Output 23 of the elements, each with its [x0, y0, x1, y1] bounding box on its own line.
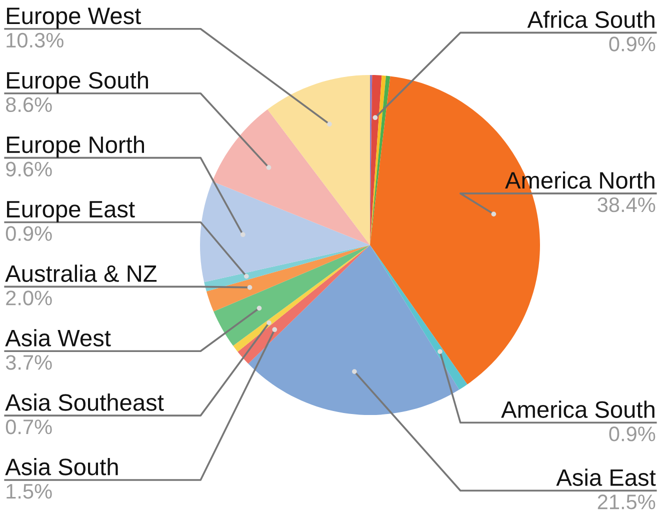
data-label: 2.0% [6, 290, 52, 306]
data-label: 0.9% [609, 426, 656, 442]
data-label: 0.9% [609, 36, 656, 52]
data-label: 1.5% [6, 484, 52, 499]
data-label: 10.3% [6, 32, 64, 48]
data-label: 0.7% [6, 420, 52, 434]
slice-label: Asia West [5, 329, 111, 346]
data-label: 21.5% [598, 494, 656, 510]
slice-label: Asia East [556, 468, 656, 486]
data-label: 8.6% [6, 97, 52, 112]
data-label: 9.6% [6, 162, 52, 176]
slice-label: Europe West [7, 8, 141, 29]
slice-label: Asia South [5, 458, 118, 476]
data-label: 3.7% [6, 355, 52, 370]
data-label: 38.4% [598, 197, 656, 212]
slice-label: Asia Southeast [5, 394, 164, 411]
data-label: 0.9% [6, 226, 52, 241]
slice-label: Africa South [527, 10, 654, 28]
slice-label: Europe East [7, 201, 135, 222]
slice-label: Australia & NZ [5, 264, 157, 282]
slice-label: Europe South [7, 71, 148, 94]
slice-label: America South [501, 400, 654, 418]
slice-label: Europe North [7, 136, 144, 158]
